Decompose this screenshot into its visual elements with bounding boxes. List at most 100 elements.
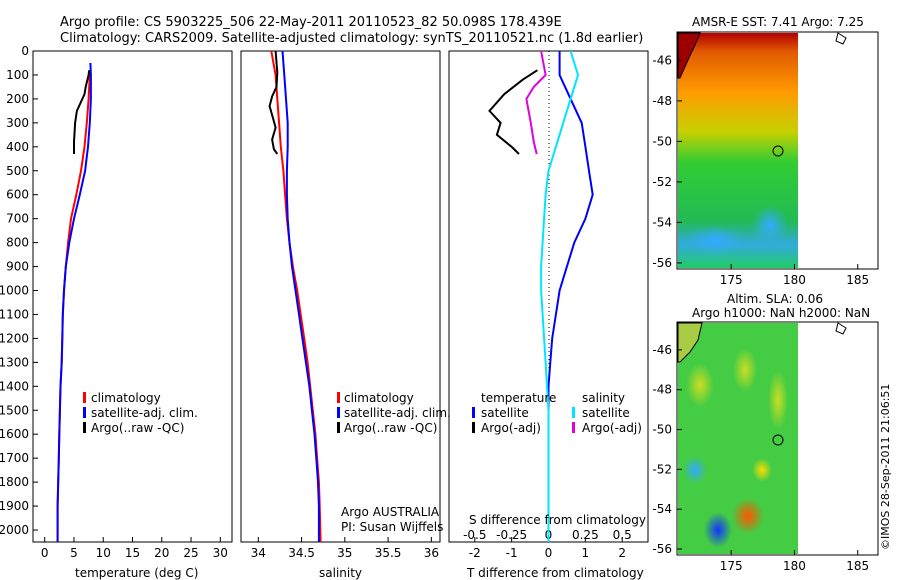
x-tick-label: 35 <box>337 546 352 560</box>
s-tick-label: -0.5 <box>463 528 486 542</box>
y-tick-label: 1900 <box>0 499 29 513</box>
y-tick-label: 700 <box>6 212 29 226</box>
y-tick-label: 1800 <box>0 475 29 489</box>
sla-high-3 <box>768 370 788 430</box>
lat-tick-label: -52 <box>652 462 672 476</box>
sst-cold-eddy <box>685 226 745 254</box>
lat-tick-label: -54 <box>652 502 672 516</box>
y-tick-label: 100 <box>6 68 29 82</box>
salinity-legend: climatology satellite-adj. clim. Argo(..… <box>337 391 451 435</box>
series-line-argo-raw-qc- <box>73 70 91 154</box>
depth-axis: 0 100 200 300 400 500 600 700 800 900 1000 1100 1200… <box>0 44 38 537</box>
lat-tick-label: -50 <box>652 423 672 437</box>
s-difference-axis: -0.5 -0.25 0 0.25 0.5 <box>463 528 632 542</box>
salinity-xlabel: salinity <box>319 566 362 580</box>
legend-swatch-satellite <box>83 407 86 418</box>
sla-coastline <box>677 322 703 363</box>
series-line-satellite-adj-clim- <box>56 62 92 542</box>
legend-swatch-s-argo <box>572 422 575 433</box>
s-difference-label: S difference from climatology <box>469 513 646 527</box>
lat-tick-label: -52 <box>652 175 672 189</box>
lon-tick-label: 185 <box>846 273 869 287</box>
x-tick-label: 25 <box>183 546 198 560</box>
x-tick-label: 36 <box>424 546 439 560</box>
x-tick-label: 20 <box>154 546 169 560</box>
sst-map-panel: AMSR-E SST: 7.41 Argo: 7.25 175 180 185 -4… <box>652 15 879 287</box>
y-tick-label: 1700 <box>0 451 29 465</box>
sla-high-2 <box>733 348 757 392</box>
x-tick-label: 1 <box>582 546 590 560</box>
x-tick-label: 5 <box>70 546 78 560</box>
y-tick-label: 900 <box>6 260 29 274</box>
argo-position-marker <box>772 434 784 446</box>
x-tick-label: 0 <box>545 546 553 560</box>
y-tick-label: 1400 <box>0 379 29 393</box>
legend-swatch-s-satellite <box>572 407 575 418</box>
temperature-xlabel: temperature (deg C) <box>75 566 198 580</box>
x-tick-label: 10 <box>96 546 111 560</box>
temperature-panel: 0100200300400500600700800900100011001200… <box>0 44 233 580</box>
lat-tick-label: -46 <box>652 53 672 67</box>
t-difference-x-axis: -2 -1 0 1 2 <box>469 537 626 560</box>
s-tick-label: 0.5 <box>613 528 632 542</box>
x-tick-label: 30 <box>213 546 228 560</box>
lat-tick-label: -50 <box>652 134 672 148</box>
y-tick-label: 400 <box>6 140 29 154</box>
sst-map-title: AMSR-E SST: 7.41 Argo: 7.25 <box>692 15 864 29</box>
legend-label-argo: Argo(..raw -QC) <box>91 421 184 435</box>
legend-swatch-climatology <box>337 392 340 403</box>
lat-tick-label: -56 <box>652 542 672 556</box>
lon-tick-label: 175 <box>720 559 743 573</box>
t-difference-xlabel: T difference from climatology <box>466 566 644 580</box>
series-line-t-argo-adj- <box>488 69 538 155</box>
lon-tick-label: 180 <box>783 559 806 573</box>
y-tick-label: 600 <box>6 188 29 202</box>
s-tick-label: 0.25 <box>572 528 599 542</box>
sla-coastline-east <box>835 322 847 335</box>
sst-cold-eddy-2 <box>752 205 788 245</box>
y-tick-label: 1100 <box>0 307 29 321</box>
imos-watermark: ©IMOS 28-Sep-2011 21:06:51 <box>879 384 892 550</box>
series-line-s-argo-adj- <box>525 50 547 155</box>
legend-header-temperature: temperature <box>481 391 556 405</box>
salinity-axes-box <box>240 50 441 543</box>
x-tick-label: 0 <box>41 546 49 560</box>
legend-swatch-t-satellite <box>472 407 475 418</box>
legend-label-s-satellite: satellite <box>582 406 630 420</box>
sla-low-2 <box>683 456 707 484</box>
difference-panel: -2 -1 0 1 2 -0.5 -0.25 0 0.25 0.5 T difference f… <box>448 50 649 580</box>
legend-label-t-argo: Argo(-adj) <box>481 421 541 435</box>
y-tick-label: 1000 <box>0 284 29 298</box>
y-tick-label: 800 <box>6 236 29 250</box>
series-line-t-satellite <box>547 51 594 542</box>
y-tick-label: 2000 <box>0 523 29 537</box>
salinity-x-axis: 34 34.5 35 35.5 36 <box>251 537 439 560</box>
y-tick-label: 1500 <box>0 403 29 417</box>
sla-map-title-1: Altim. SLA: 0.06 <box>727 292 823 306</box>
x-tick-label: 35.5 <box>375 546 402 560</box>
s-tick-label: -0.25 <box>496 528 527 542</box>
lon-tick-label: 175 <box>720 273 743 287</box>
sla-low-1 <box>704 512 732 548</box>
lon-tick-label: 180 <box>783 273 806 287</box>
lat-tick-label: -48 <box>652 383 672 397</box>
y-tick-label: 0 <box>21 44 29 58</box>
lon-tick-label: 185 <box>846 559 869 573</box>
temperature-x-axis: 0 5 10 15 20 25 30 <box>41 537 228 560</box>
x-tick-label: 34 <box>251 546 266 560</box>
x-tick-label: -2 <box>469 546 481 560</box>
argo-program-annotation: Argo AUSTRALIA <box>341 505 440 519</box>
argo-position-marker <box>772 145 784 157</box>
sla-map-title-2: Argo h1000: NaN h2000: NaN <box>692 306 870 320</box>
title-line-1: Argo profile: CS 5903225_506 22-May-2011… <box>60 15 562 30</box>
legend-swatch-satellite <box>337 407 340 418</box>
legend-label-climatology: climatology <box>344 391 414 405</box>
x-tick-label: 2 <box>618 546 626 560</box>
sst-coastline <box>677 32 701 79</box>
difference-legend: temperature salinity satellite Argo(-adj… <box>472 391 642 435</box>
sst-lat-axis: -46 -48 -50 -52 -54 -56 <box>652 53 682 270</box>
legend-swatch-argo <box>337 422 340 433</box>
sst-lon-axis: 175 180 185 <box>720 264 869 287</box>
legend-label-argo: Argo(..raw -QC) <box>344 421 437 435</box>
